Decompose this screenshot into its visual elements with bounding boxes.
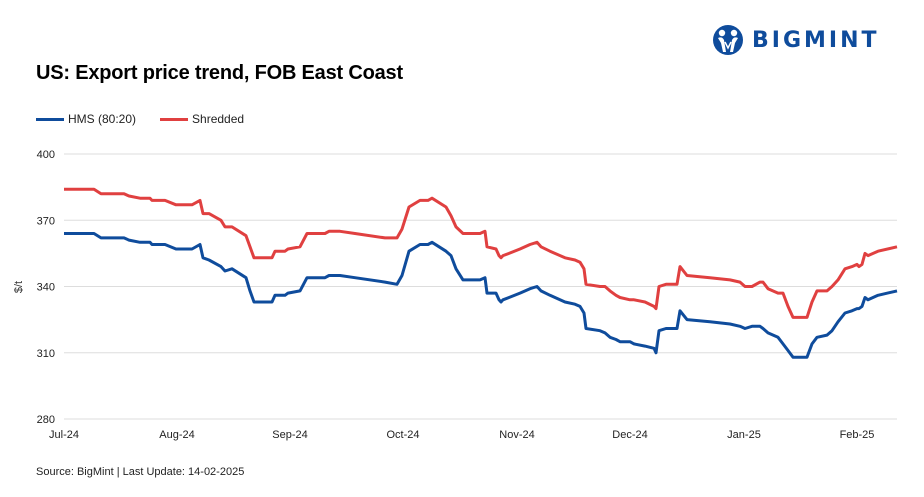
legend-swatch-hms [36, 117, 64, 121]
y-tick-label: 400 [37, 149, 55, 161]
x-tick-label: Nov-24 [499, 429, 534, 441]
legend-item-shredded[interactable]: Shredded [160, 112, 244, 126]
logo-text: BIGMINT [752, 27, 880, 53]
bigmint-logo: BIGMINT [710, 24, 880, 56]
x-tick-label: Jul-24 [49, 429, 79, 441]
chart-series [64, 187, 898, 359]
x-tick-label: Jan-25 [727, 429, 761, 441]
y-axis-label: $/t [13, 281, 25, 293]
y-tick-label: 280 [37, 414, 55, 426]
x-tick-label: Sep-24 [272, 429, 307, 441]
legend-label-hms: HMS (80:20) [68, 112, 137, 126]
y-tick-label: 340 [37, 282, 55, 294]
series-line-shredded [64, 187, 898, 319]
legend-label-shredded: Shredded [192, 112, 245, 126]
chart-title: US: Export price trend, FOB East Coast [36, 62, 403, 84]
legend-item-hms[interactable]: HMS (80:20) [36, 112, 136, 126]
bigmint-logo-icon [713, 25, 743, 55]
y-tick-label: 310 [37, 348, 55, 360]
y-tick-label: 370 [37, 215, 55, 227]
source-note: Source: BigMint | Last Update: 14-02-202… [36, 466, 245, 478]
y-axis: 280 310 340 370 400 [37, 149, 55, 426]
x-axis: Jul-24 Aug-24 Sep-24 Oct-24 Nov-24 Dec-24 Jan-… [49, 429, 874, 441]
x-tick-label: Feb-25 [840, 429, 875, 441]
x-tick-label: Oct-24 [386, 429, 419, 441]
chart-legend: HMS (80:20) Shredded [36, 112, 268, 126]
x-tick-label: Aug-24 [159, 429, 194, 441]
series-line-hms-80-20- [64, 232, 898, 359]
legend-swatch-shredded [160, 117, 189, 121]
chart-gridlines [64, 153, 897, 420]
x-tick-label: Dec-24 [612, 429, 647, 441]
